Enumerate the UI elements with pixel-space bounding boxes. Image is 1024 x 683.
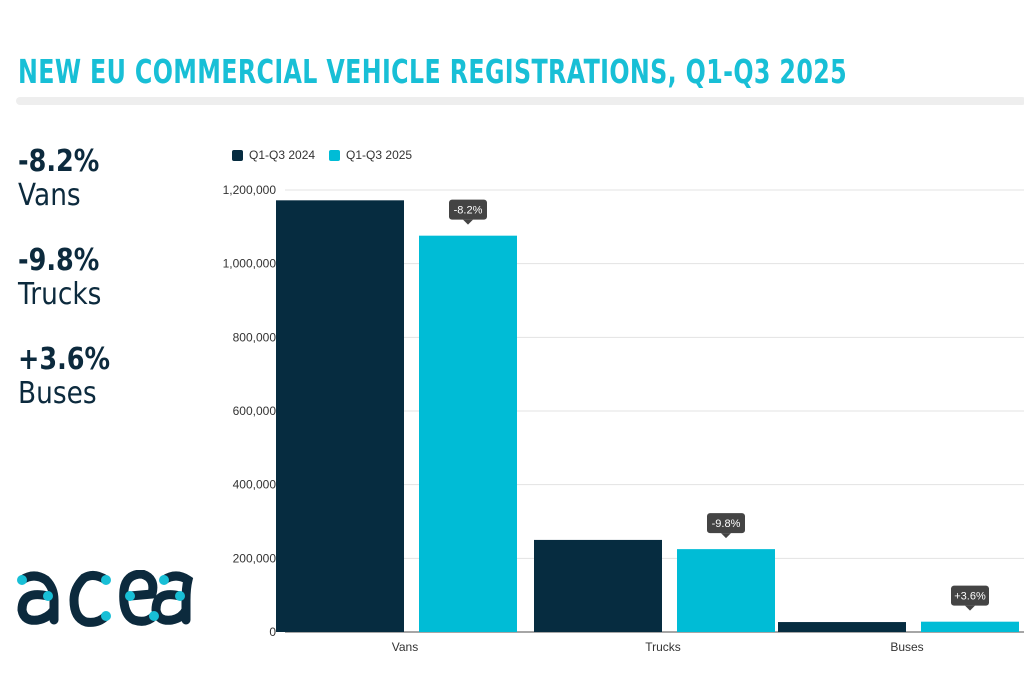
y-tick-label: 1,000,000 bbox=[223, 257, 277, 271]
change-label: +3.6% bbox=[954, 591, 986, 603]
legend-item-2024[interactable]: Q1-Q3 2024 bbox=[232, 148, 315, 162]
x-tick-label: Vans bbox=[392, 640, 418, 654]
bar-trucks-2025 bbox=[677, 549, 775, 632]
bar-vans-2024 bbox=[276, 200, 404, 632]
title-divider bbox=[16, 97, 1024, 105]
x-tick-label: Buses bbox=[890, 640, 923, 654]
tooltip-pointer bbox=[965, 605, 975, 611]
x-tick-label: Trucks bbox=[645, 640, 681, 654]
stat-pct: -9.8% bbox=[18, 243, 100, 278]
legend-item-2025[interactable]: Q1-Q3 2025 bbox=[329, 148, 412, 162]
y-tick-label: 600,000 bbox=[233, 404, 277, 418]
y-tick-label: 800,000 bbox=[233, 330, 277, 344]
legend-label: Q1-Q3 2025 bbox=[346, 148, 413, 162]
stat-label: Buses bbox=[18, 376, 97, 411]
change-label: -9.8% bbox=[712, 518, 741, 530]
bar-buses-2025 bbox=[921, 621, 1019, 632]
legend-label: Q1-Q3 2024 bbox=[249, 148, 316, 162]
legend-swatch bbox=[232, 149, 243, 161]
tooltip-pointer bbox=[463, 219, 473, 225]
change-label: -8.2% bbox=[454, 205, 483, 217]
page-title: NEW EU COMMERCIAL VEHICLE REGISTRATIONS,… bbox=[18, 52, 848, 91]
bar-buses-2024 bbox=[778, 622, 906, 632]
stat-pct: -8.2% bbox=[18, 144, 100, 179]
change-tooltip bbox=[449, 199, 487, 220]
acea-logo bbox=[17, 570, 194, 627]
chart-legend: Q1-Q3 2024 Q1-Q3 2025 bbox=[232, 148, 412, 162]
y-tick-label: 1,200,000 bbox=[223, 183, 277, 197]
legend-swatch bbox=[329, 149, 341, 161]
stat-label: Vans bbox=[18, 178, 81, 213]
stat-vans: -8.2% Vans bbox=[18, 145, 114, 213]
stat-buses: +3.6% Buses bbox=[18, 343, 126, 411]
y-tick-label: 400,000 bbox=[233, 478, 277, 492]
change-tooltip bbox=[707, 513, 745, 534]
y-tick-label: 200,000 bbox=[233, 551, 277, 565]
change-tooltip bbox=[951, 585, 989, 606]
bar-trucks-2024 bbox=[534, 539, 662, 632]
tooltip-pointer bbox=[721, 533, 731, 539]
y-tick-label: 0 bbox=[269, 625, 276, 639]
stat-trucks: -9.8% Trucks bbox=[18, 244, 114, 312]
stat-label: Trucks bbox=[18, 277, 102, 312]
stat-pct: +3.6% bbox=[18, 342, 111, 377]
bar-vans-2025 bbox=[419, 235, 517, 632]
